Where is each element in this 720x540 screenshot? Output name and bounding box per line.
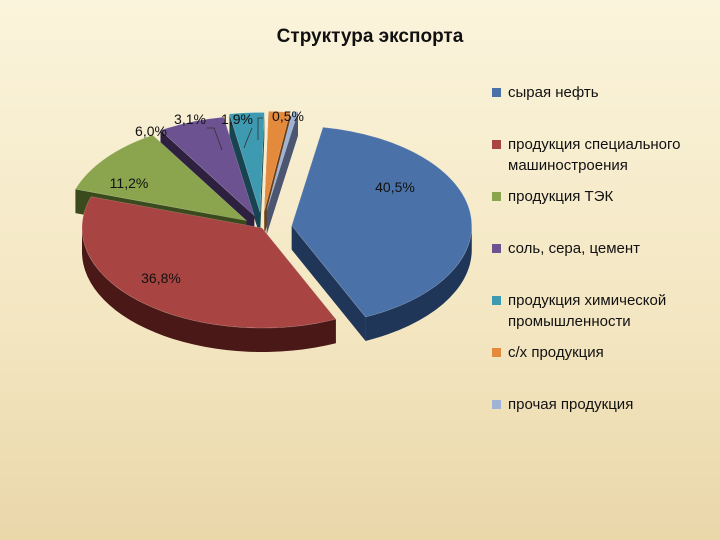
leader-line [243,127,253,149]
slice-0 [291,126,472,318]
legend: сырая нефть продукция специального машин… [492,82,714,446]
legend-item-special-machinery: продукция специального машиностроения [492,134,714,176]
data-label: 36,8% [141,270,181,286]
legend-item-salt-sulfur-cement: соль, сера, цемент [492,238,714,259]
legend-swatch [492,140,501,149]
data-label: 3,1% [174,111,206,127]
legend-label: сырая нефть [508,84,599,101]
legend-item-agricultural: с/х продукция [492,342,714,363]
legend-label: с/х продукция [508,344,604,361]
data-label: 11,2% [110,175,149,191]
legend-swatch [492,296,501,305]
legend-item-chemical: продукция химической промышленности [492,290,714,332]
leader-line [207,127,223,151]
legend-item-crude-oil: сырая нефть [492,82,714,103]
slice-side [365,225,472,341]
slice-cut-face [266,111,299,235]
slice-4 [229,112,265,213]
data-label: 0,5% [272,108,304,124]
slice-2 [74,134,248,222]
legend-item-other: прочая продукция [492,394,714,415]
data-label: 6,0% [135,123,167,139]
legend-label: продукция химической промышленности [508,292,667,330]
leader-line [257,117,263,140]
data-label: 1,9% [221,111,253,127]
legend-swatch [492,192,501,201]
slice-1 [81,196,337,329]
legend-label: продукция ТЭК [508,188,614,205]
legend-swatch [492,348,501,357]
legend-label: продукция специального машиностроения [508,136,681,174]
slice-cut-face [229,113,261,237]
slice-6 [266,110,299,211]
chart-title: Структура экспорта [276,26,464,47]
legend-swatch [492,400,501,409]
slice-cut-face [291,225,366,341]
legend-item-fuel-energy: продукция ТЭК [492,186,714,207]
slice-5 [264,110,291,212]
pie-tops [74,110,472,329]
legend-swatch [492,244,501,253]
data-label: 40,5% [375,179,415,195]
data-labels: 40,5% 36,8% 11,2% 6,0% 3,1% 1,9% 0,5% [110,108,415,286]
legend-swatch [492,88,501,97]
slice-3 [159,116,255,217]
legend-label: прочая продукция [508,396,634,413]
slice-side [82,228,336,352]
slice-cut-face [260,112,265,237]
legend-label: соль, сера, цемент [508,240,641,257]
